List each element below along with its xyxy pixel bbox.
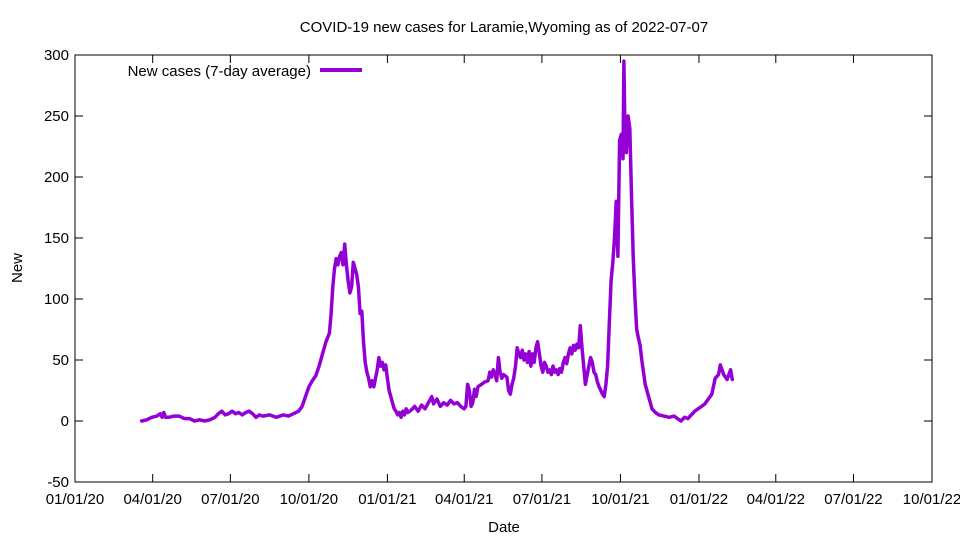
x-tick-label: 10/01/21 <box>591 491 649 508</box>
y-axis: -50 0 50 100 150 200 250 300 <box>44 47 932 491</box>
y-tick-label: 0 <box>61 413 69 430</box>
y-tick-label: 100 <box>44 291 69 308</box>
legend-label: New cases (7-day average) <box>128 63 311 80</box>
x-axis-label: Date <box>488 519 520 536</box>
x-tick-label: 04/01/20 <box>123 491 181 508</box>
x-tick-label: 07/01/21 <box>513 491 571 508</box>
plot-frame <box>74 54 933 483</box>
x-tick-label: 01/01/22 <box>670 491 728 508</box>
y-tick-label: 250 <box>44 108 69 125</box>
y-tick-label: 300 <box>44 47 69 64</box>
x-tick-label: 04/01/22 <box>747 491 805 508</box>
x-tick-label: 01/01/20 <box>46 491 104 508</box>
x-tick-label: 07/01/20 <box>201 491 259 508</box>
x-tick-label: 07/01/22 <box>824 491 882 508</box>
y-tick-label: 50 <box>52 352 69 369</box>
y-tick-label: -50 <box>47 474 69 491</box>
y-tick-label: 200 <box>44 169 69 186</box>
x-axis: 01/01/20 04/01/20 07/01/20 10/01/20 01/01/21… <box>46 55 960 508</box>
y-axis-label: New <box>9 253 26 283</box>
x-tick-label: 10/01/22 <box>903 491 960 508</box>
legend: New cases (7-day average) <box>128 63 362 80</box>
x-tick-label: 10/01/20 <box>280 491 338 508</box>
chart-title: COVID-19 new cases for Laramie,Wyoming a… <box>300 19 708 36</box>
x-tick-label: 01/01/21 <box>358 491 416 508</box>
x-tick-label: 04/01/21 <box>435 491 493 508</box>
series-layer <box>139 59 735 423</box>
series-line-new-cases <box>139 59 735 423</box>
y-tick-label: 150 <box>44 230 69 247</box>
